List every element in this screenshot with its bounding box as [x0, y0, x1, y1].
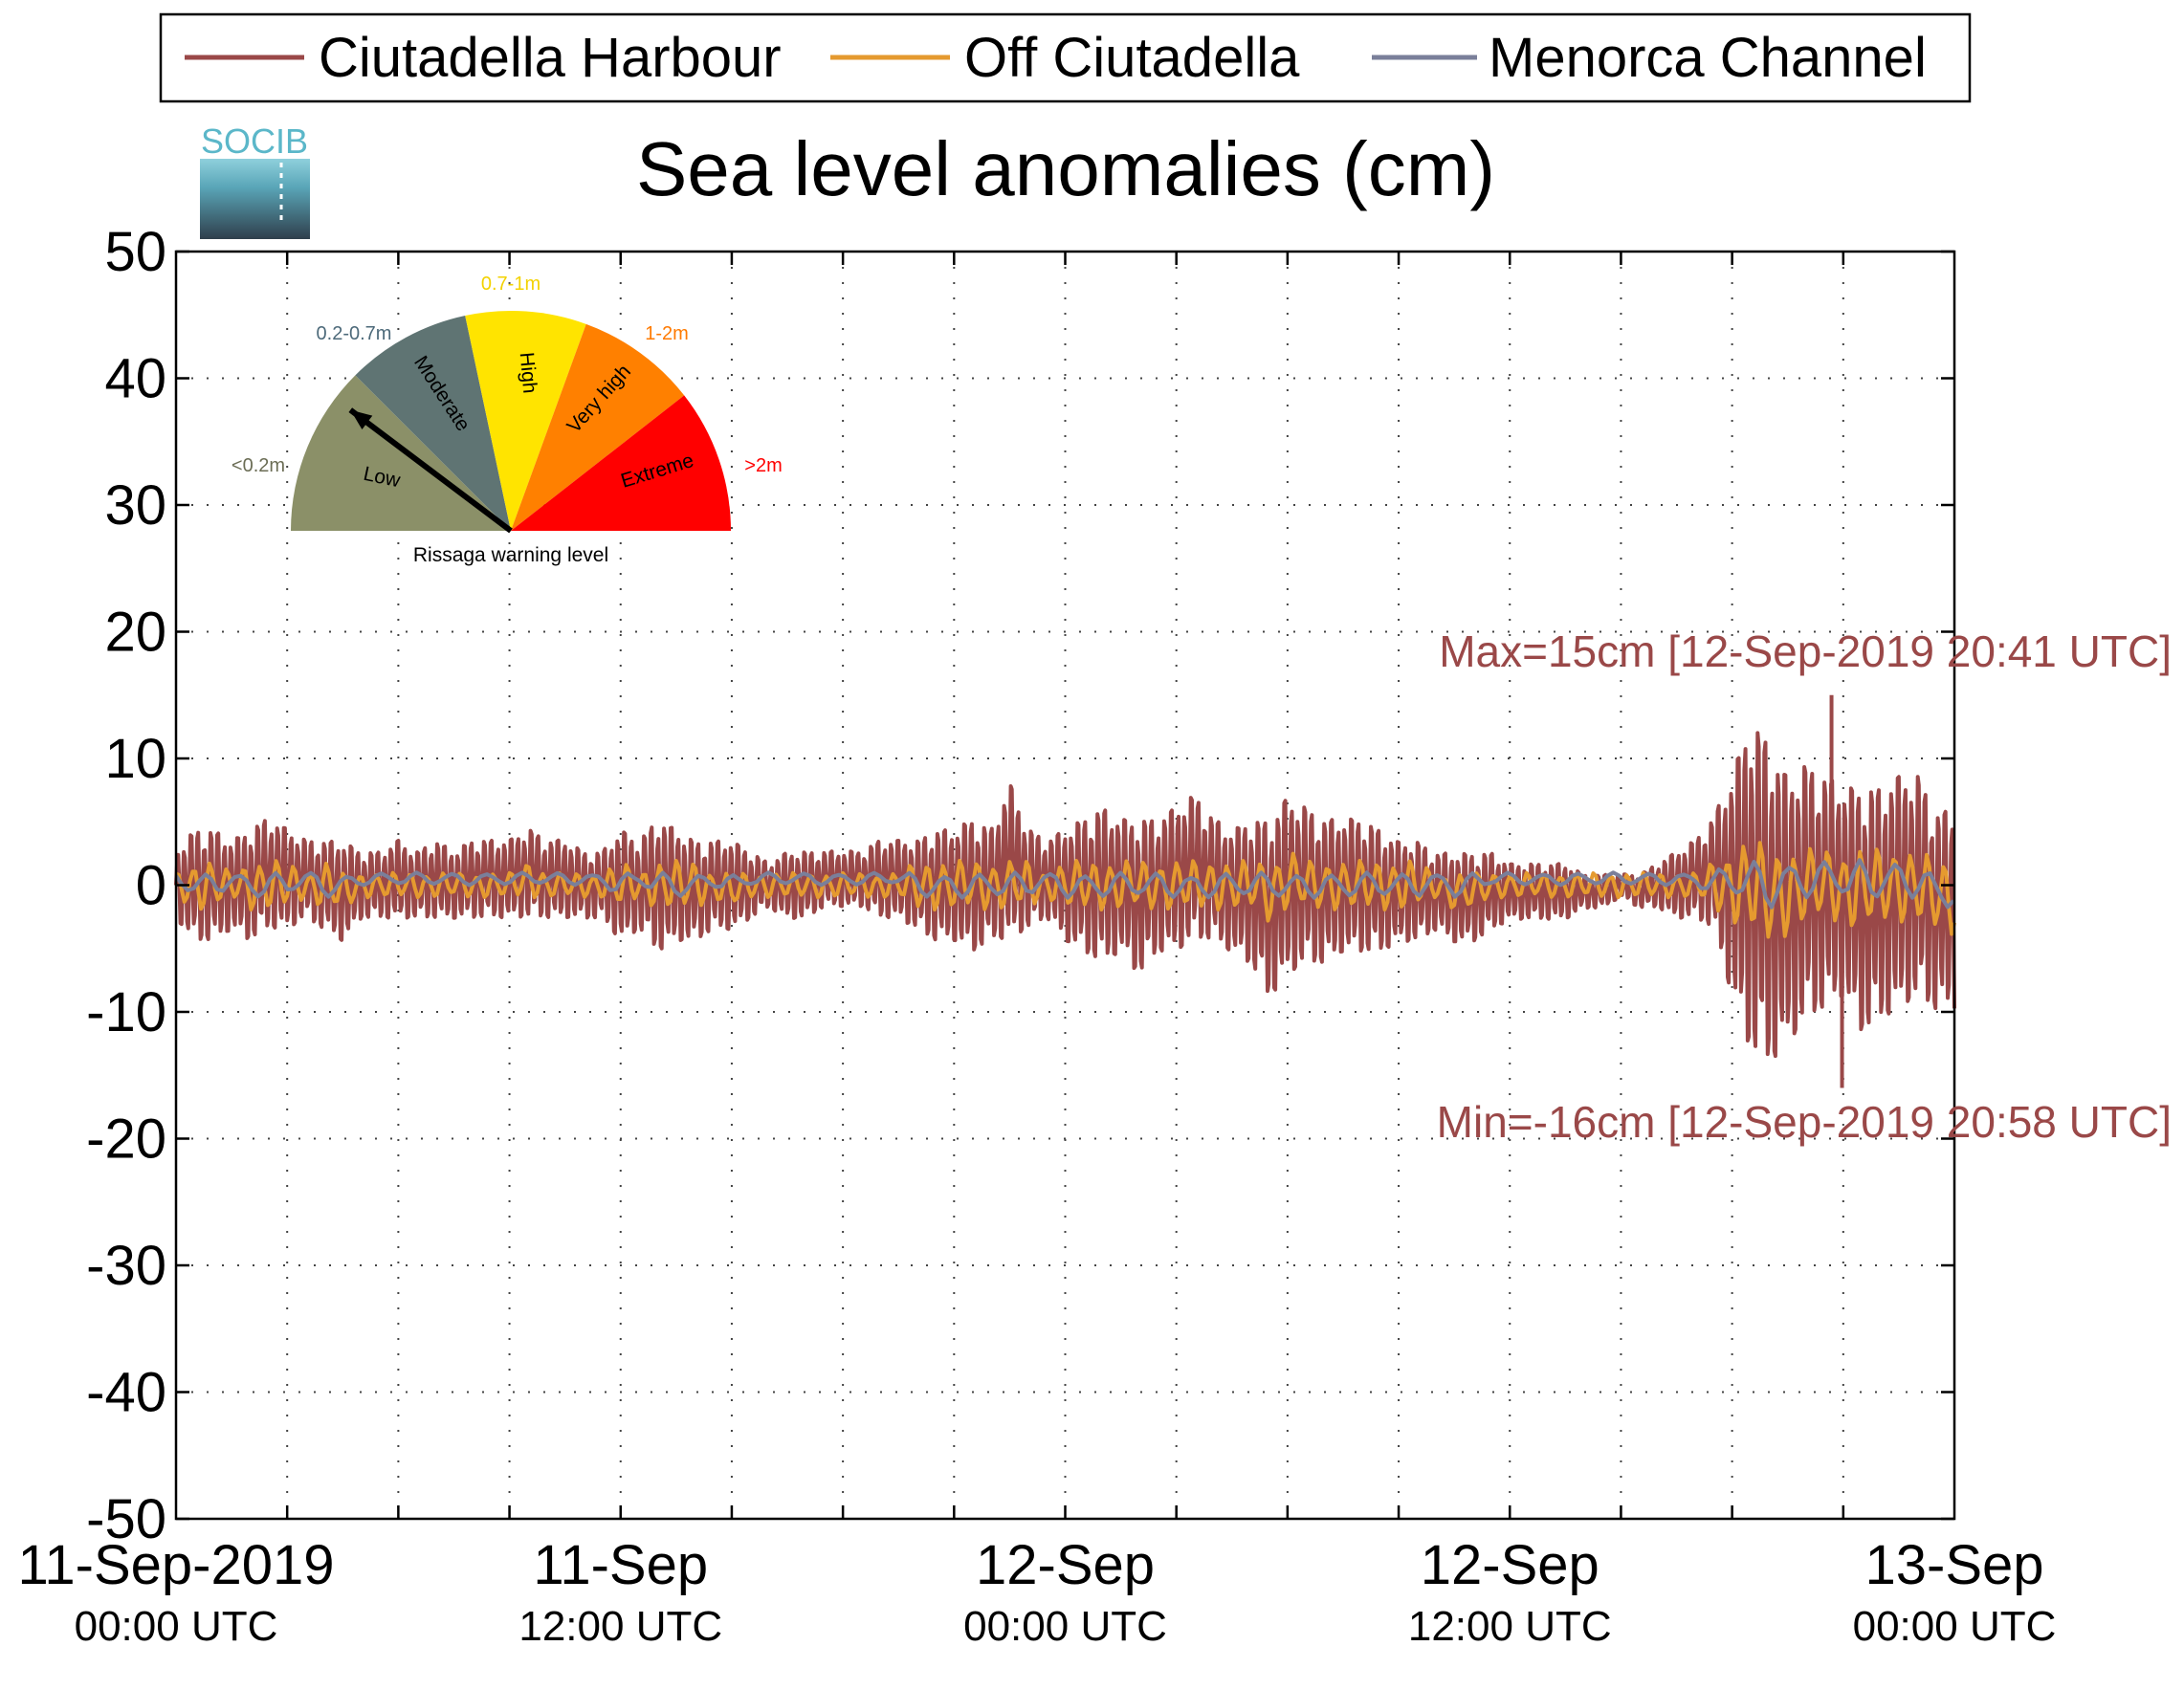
x-tick-label: 00:00 UTC	[1853, 1603, 2057, 1650]
annotations: Max=15cm [12-Sep-2019 20:41 UTC] Min=-16c…	[1437, 626, 2172, 1147]
y-tick-label: 30	[104, 474, 166, 537]
series-ciutadella-harbour	[174, 694, 1956, 1088]
x-tick-label: 11-Sep-2019	[17, 1534, 334, 1596]
gauge-sector-very-high	[511, 323, 685, 531]
x-tick-label: 00:00 UTC	[963, 1603, 1167, 1650]
gauge-sector-moderate	[355, 316, 511, 531]
y-tick-label: 0	[136, 855, 166, 917]
gauge-sector-high	[465, 310, 586, 531]
y-tick-label: 40	[104, 348, 166, 410]
x-tick-label: 12:00 UTC	[518, 1603, 722, 1650]
gauge-sector-extreme	[511, 395, 731, 531]
gauge-range-extreme: >2m	[744, 455, 782, 476]
gauge-needle-head	[350, 409, 373, 430]
y-tick-label: -30	[86, 1235, 166, 1297]
y-tick-label: 10	[104, 728, 166, 790]
legend-label: Off Ciutadella	[964, 27, 1300, 89]
x-tick-label: 11-Sep	[533, 1534, 708, 1596]
series-menorca-channel	[174, 858, 1955, 910]
legend: Ciutadella Harbour Off Ciutadella Menorc…	[159, 12, 1972, 103]
max-annotation: Max=15cm [12-Sep-2019 20:41 UTC]	[1439, 626, 2172, 676]
series-line	[174, 858, 1955, 910]
gauge-range-low: <0.2m	[232, 455, 285, 476]
series-line	[174, 731, 1956, 1059]
min-annotation: Min=-16cm [12-Sep-2019 20:58 UTC]	[1437, 1097, 2172, 1147]
y-tick-label: 20	[104, 602, 166, 664]
logo-text: SOCIB	[201, 121, 308, 161]
legend-entry-off-ciutadella: Off Ciutadella	[830, 27, 1300, 89]
legend-box	[159, 12, 1972, 103]
series-layer	[174, 694, 1956, 1088]
y-tick-label: -40	[86, 1362, 166, 1424]
y-tick-label: -10	[86, 981, 166, 1043]
legend-label: Menorca Channel	[1489, 27, 1927, 89]
gauge-title: Rissaga warning level	[413, 544, 608, 566]
legend-label: Ciutadella Harbour	[319, 27, 782, 89]
gauge-label-high: High	[516, 351, 541, 394]
x-tick-label: 12-Sep	[1421, 1534, 1599, 1596]
y-tick-label: -50	[86, 1488, 166, 1550]
x-tick-label: 12:00 UTC	[1408, 1603, 1612, 1650]
chart-title: Sea level anomalies (cm)	[636, 126, 1495, 211]
gauge-range-high: 0.7-1m	[481, 274, 540, 295]
x-tick-label: 00:00 UTC	[75, 1603, 278, 1650]
gauge-range-very-high: 1-2m	[645, 323, 689, 344]
gauge-needle	[348, 407, 513, 534]
gauge-range-moderate: 0.2-0.7m	[317, 323, 392, 344]
socib-logo: SOCIB	[200, 121, 310, 239]
y-tick-label: -20	[86, 1108, 166, 1171]
x-tick-label: 12-Sep	[976, 1534, 1155, 1596]
x-tick-label: 13-Sep	[1864, 1534, 2043, 1596]
legend-entry-ciutadella-harbour: Ciutadella Harbour	[185, 27, 782, 89]
y-tick-label: 50	[104, 221, 166, 283]
legend-entry-menorca-channel: Menorca Channel	[1372, 27, 1927, 89]
logo-mark	[200, 159, 310, 239]
